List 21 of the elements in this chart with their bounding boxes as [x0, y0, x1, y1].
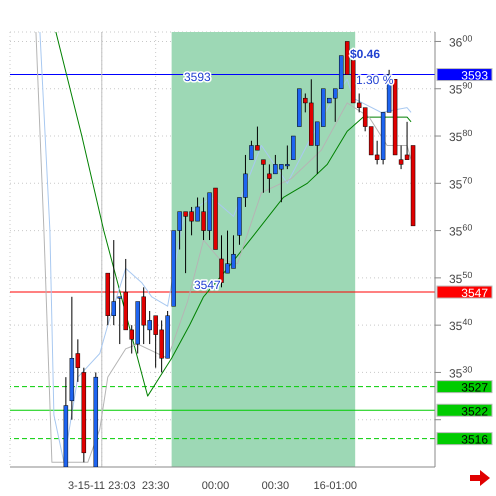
- text: 3547: [461, 286, 488, 300]
- y-tick-label: 35$^{50}$: [449, 270, 472, 286]
- x-tick-label: 3-15-11 23:03: [68, 480, 136, 492]
- annotation: $0.46: [350, 47, 380, 61]
- x-tick-label: 00:30: [262, 480, 290, 492]
- x-tick-label: 00:00: [202, 480, 230, 492]
- y-tick-label: 35$^{60}$: [449, 222, 472, 239]
- y-tick-label: 35$^{70}$: [449, 175, 472, 192]
- x-tick-label: 23:30: [142, 480, 170, 492]
- y-tick-label: 36$^{00}$: [449, 33, 472, 50]
- y-tick-label: 35$^{80}$: [449, 128, 472, 144]
- candlestick: [261, 159, 266, 194]
- y-tick-label: 35$^{30}$: [449, 364, 472, 380]
- ref-line-label: 3522: [461, 404, 488, 418]
- text: 3593: [461, 68, 488, 83]
- y-tick-label: 35$^{90}$: [449, 80, 472, 97]
- ref-line-label: 3527: [461, 380, 488, 395]
- candlestick: [291, 136, 296, 160]
- ref-line-label: 3516: [461, 432, 488, 447]
- y-tick-label: 35$^{40}$: [449, 317, 472, 334]
- x-tick-label: 16-01:00: [314, 480, 357, 492]
